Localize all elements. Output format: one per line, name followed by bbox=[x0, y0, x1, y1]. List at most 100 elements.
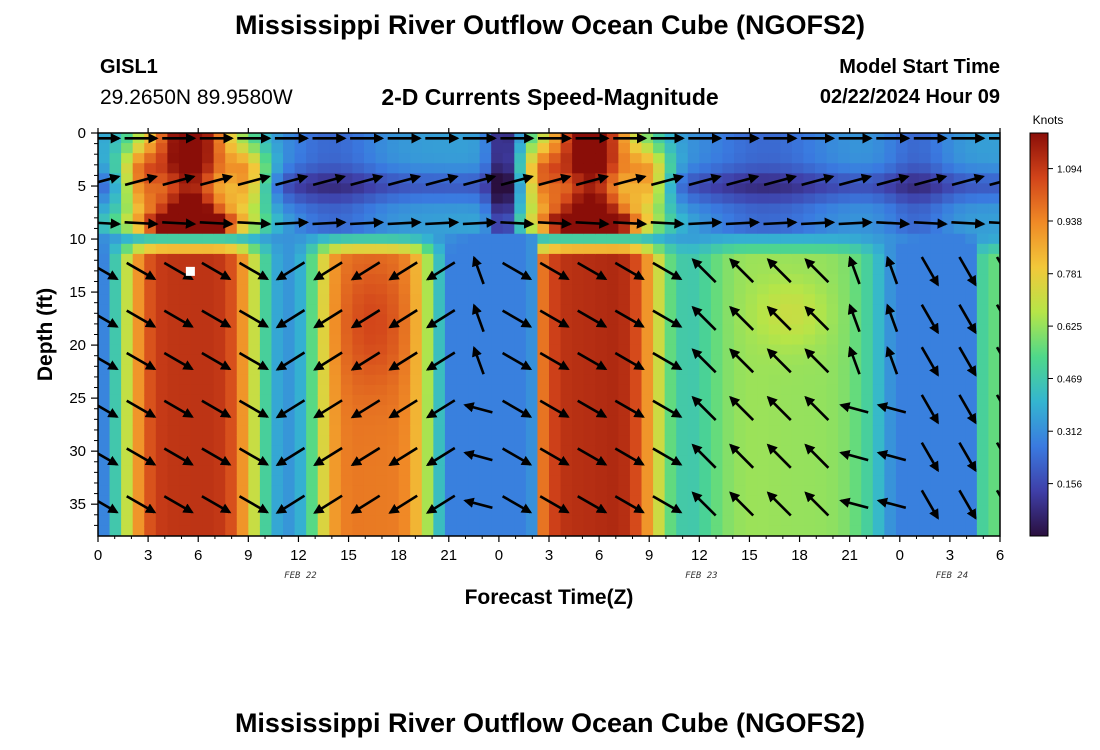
heat-cell bbox=[317, 445, 330, 456]
heat-cell bbox=[687, 183, 700, 195]
heat-cell bbox=[317, 425, 330, 436]
current-vector bbox=[124, 218, 159, 229]
heat-cell bbox=[849, 173, 862, 184]
heat-cell bbox=[109, 284, 122, 295]
heat-cell bbox=[629, 364, 643, 376]
heat-cell bbox=[283, 294, 296, 305]
heat-cell bbox=[872, 233, 885, 245]
heat-cell bbox=[942, 294, 955, 305]
heat-cell bbox=[606, 223, 619, 235]
heat-cell bbox=[791, 495, 805, 507]
heat-cell bbox=[791, 173, 805, 184]
heat-cell bbox=[155, 425, 168, 436]
heat-cell bbox=[884, 374, 897, 386]
heat-cell bbox=[329, 294, 342, 305]
heat-cell bbox=[629, 324, 643, 336]
colorbar-tick-label: 0.469 bbox=[1057, 374, 1082, 385]
heat-cell bbox=[895, 294, 909, 305]
heat-cell bbox=[549, 455, 562, 467]
heat-cell bbox=[410, 314, 423, 326]
heat-cell bbox=[190, 324, 203, 336]
heat-cell bbox=[976, 394, 990, 406]
heat-cell bbox=[375, 274, 388, 285]
heat-cell bbox=[109, 153, 122, 164]
heat-cell bbox=[317, 173, 330, 184]
heat-cell bbox=[178, 394, 192, 406]
heat-cell bbox=[872, 415, 885, 426]
heat-cell bbox=[259, 384, 273, 396]
heat-cell bbox=[664, 163, 677, 174]
heat-cell bbox=[549, 445, 562, 456]
heat-cell bbox=[213, 435, 226, 446]
current-vector bbox=[726, 173, 760, 187]
heat-cell bbox=[791, 183, 805, 195]
heat-cell bbox=[525, 435, 539, 446]
heat-cell bbox=[283, 344, 296, 356]
heat-cell bbox=[757, 435, 770, 446]
heat-cell bbox=[491, 505, 504, 517]
heat-cell bbox=[514, 334, 527, 346]
heat-cell bbox=[653, 475, 666, 487]
heat-cell bbox=[583, 495, 596, 507]
heat-cell bbox=[433, 505, 446, 517]
heat-cell bbox=[629, 253, 643, 265]
heat-cell bbox=[942, 334, 955, 346]
current-vector bbox=[501, 399, 533, 418]
heat-cell bbox=[757, 223, 770, 235]
heat-cell bbox=[560, 525, 573, 536]
heat-cell bbox=[236, 213, 249, 225]
heat-cell bbox=[259, 425, 273, 436]
current-vector bbox=[539, 351, 570, 371]
heat-cell bbox=[953, 163, 966, 174]
heat-cell bbox=[803, 485, 816, 497]
heat-cell bbox=[456, 505, 469, 517]
current-vector bbox=[472, 303, 485, 333]
heat-cell bbox=[468, 334, 481, 346]
heat-cell bbox=[398, 193, 411, 205]
heat-cell bbox=[907, 324, 920, 336]
heat-cell bbox=[306, 193, 319, 205]
heat-cell bbox=[606, 294, 619, 305]
heat-cell bbox=[213, 354, 226, 366]
heat-cell bbox=[942, 263, 955, 275]
heat-cell bbox=[803, 233, 816, 245]
heat-cell bbox=[734, 525, 747, 536]
current-vector bbox=[691, 305, 717, 331]
heat-cell bbox=[710, 163, 724, 174]
heat-cell bbox=[433, 253, 446, 265]
heat-cell bbox=[710, 334, 724, 346]
heat-cell bbox=[155, 495, 168, 507]
heat-cell bbox=[132, 203, 145, 215]
heat-cell bbox=[468, 455, 481, 467]
heat-cell bbox=[664, 274, 677, 285]
heat-cell bbox=[988, 173, 1000, 184]
heat-cell bbox=[421, 425, 434, 436]
heat-cell bbox=[884, 193, 897, 205]
heat-cell bbox=[572, 153, 585, 164]
heat-cell bbox=[109, 495, 122, 507]
heat-cell bbox=[734, 213, 747, 225]
heat-cell bbox=[225, 253, 238, 265]
heat-cell bbox=[190, 445, 203, 456]
current-vector bbox=[388, 399, 418, 419]
current-vector bbox=[388, 351, 418, 371]
heat-cell bbox=[768, 384, 781, 396]
heat-cell bbox=[814, 183, 828, 195]
heat-cell bbox=[814, 223, 828, 235]
heat-cell bbox=[653, 374, 666, 386]
heat-cell bbox=[98, 475, 111, 487]
heat-cell bbox=[722, 143, 735, 154]
heat-cell bbox=[549, 364, 562, 376]
heat-cell bbox=[583, 223, 596, 235]
heat-cell bbox=[98, 203, 111, 215]
heat-cell bbox=[722, 274, 735, 285]
heat-cell bbox=[872, 213, 885, 225]
heat-cell bbox=[259, 143, 273, 154]
heat-cell bbox=[340, 354, 354, 366]
heat-cell bbox=[838, 344, 851, 356]
heat-cell bbox=[953, 445, 966, 456]
heat-cell bbox=[456, 475, 469, 487]
heat-cell bbox=[884, 364, 897, 376]
heat-cell bbox=[410, 294, 423, 305]
heat-cell bbox=[144, 294, 157, 305]
